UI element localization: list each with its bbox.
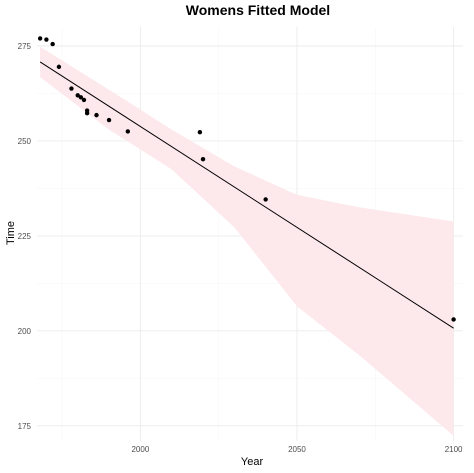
data-point (125, 129, 131, 134)
data-point (200, 156, 206, 162)
y-tick-label: 175 (18, 422, 32, 431)
x-axis-title: Year (241, 456, 264, 468)
data-point (94, 112, 99, 118)
data-point (197, 130, 203, 135)
tick-labels: 2000 2050 2100 175 200 225 250 275 (18, 42, 463, 454)
x-tick-label: 2050 (288, 445, 306, 454)
data-point (451, 317, 456, 322)
chart-title: Womens Fitted Model (186, 2, 330, 18)
y-tick-label: 250 (18, 137, 32, 146)
y-tick-label: 275 (18, 42, 32, 51)
y-tick-label: 225 (18, 232, 32, 241)
x-tick-label: 2000 (131, 445, 149, 454)
data-point (56, 64, 62, 70)
data-point (81, 97, 87, 103)
y-tick-label: 200 (18, 327, 32, 336)
data-point (37, 36, 43, 41)
data-point (106, 117, 112, 123)
data-point (84, 111, 90, 116)
data-point (50, 41, 55, 47)
data-points (37, 36, 456, 322)
fit-line (39, 61, 454, 329)
data-point (69, 86, 74, 91)
data-point (44, 37, 49, 42)
data-point (78, 95, 84, 100)
data-point (263, 197, 268, 202)
confidence-band (40, 46, 454, 436)
x-tick-label: 2100 (445, 445, 463, 454)
y-axis-title: Time (5, 221, 17, 245)
